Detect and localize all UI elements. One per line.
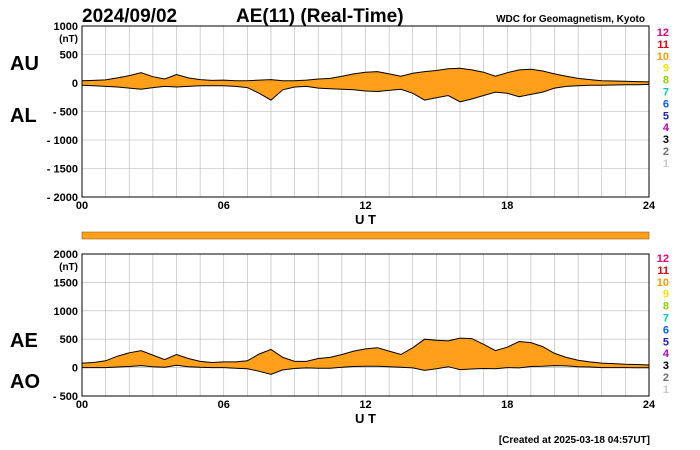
ae-ao-y-tick-label: 500: [60, 334, 78, 346]
ae-ao-x-tick-label: 00: [76, 399, 88, 411]
data-coverage-bar: [81, 231, 650, 240]
ae-ao-y-tick-label: 1500: [54, 277, 78, 289]
au-al-station-count-1: 1: [663, 158, 669, 170]
ae-label: AE: [10, 330, 38, 352]
au-al-y-tick-label: - 500: [53, 107, 78, 119]
au-al-station-count-6: 6: [663, 98, 669, 110]
au-al-y-tick-label: 500: [60, 50, 78, 62]
au-al-x-tick-label: 00: [76, 200, 88, 212]
au-al-x-tick-label: 12: [359, 200, 371, 212]
ae-ao-station-count-9: 9: [663, 289, 669, 301]
created-timestamp: [Created at 2025-03-18 04:57UT]: [499, 435, 650, 446]
chart-title: AE(11) (Real-Time): [236, 6, 404, 27]
au-label: AU: [10, 53, 39, 75]
au-al-y-tick-label: - 1000: [47, 135, 78, 147]
al-label: AL: [10, 105, 37, 127]
au-al-station-count-5: 5: [663, 110, 669, 122]
au-line: [81, 67, 650, 83]
ae-ao-y-ticks: 2000 1500 1000 500 0 - 500: [53, 249, 78, 403]
ae-ao-station-count-11: 11: [657, 265, 669, 277]
au-al-station-count-4: 4: [663, 122, 670, 134]
au-al-y-tick-label: - 1500: [47, 164, 78, 176]
ae-ao-station-count-4: 4: [663, 348, 670, 360]
au-al-x-axis-label: U T: [355, 212, 376, 227]
au-al-station-count-11: 11: [657, 39, 669, 51]
au-al-station-count-12: 12: [657, 27, 669, 39]
au-al-y-tick-label: - 2000: [47, 192, 78, 204]
au-al-x-tick-label: 24: [643, 200, 656, 212]
ae-ao-y-tick-label: 1000: [54, 306, 78, 318]
ae-ao-y-tick-label: 0: [72, 363, 78, 375]
date-title: 2024/09/02: [82, 6, 177, 27]
ae-ao-frame: [81, 253, 650, 397]
source-label: WDC for Geomagnetism, Kyoto: [496, 14, 645, 25]
au-al-station-count-10: 10: [657, 51, 669, 63]
au-al-station-count-3: 3: [663, 134, 669, 146]
ae-ao-station-count-2: 2: [663, 372, 669, 384]
au-al-y-ticks: 1000 500 0 - 500 - 1000 - 1500 - 2000: [47, 21, 78, 204]
ae-ao-x-tick-label: 18: [501, 399, 513, 411]
au-al-station-count-8: 8: [663, 75, 669, 87]
ae-ao-station-count-8: 8: [663, 301, 669, 313]
ae-ao-station-count-3: 3: [663, 360, 669, 372]
au-al-station-count-7: 7: [663, 87, 669, 99]
au-al-y-tick-label: 1000: [54, 21, 78, 33]
ae-ao-plot: [81, 337, 650, 375]
au-al-grid: [82, 25, 649, 198]
ae-ao-x-tick-label: 24: [643, 399, 656, 411]
ae-ao-station-count-1: 1: [663, 384, 669, 396]
au-al-station-count-9: 9: [663, 63, 669, 75]
ae-ao-station-count-7: 7: [663, 313, 669, 325]
ae-ao-y-tick-label: - 500: [53, 391, 78, 403]
ae-ao-x-tick-label: 12: [359, 399, 371, 411]
au-al-y-unit: (nT): [59, 34, 78, 45]
ae-ao-y-unit: (nT): [59, 262, 78, 273]
ae-ao-y-tick-label: 2000: [54, 249, 78, 261]
ao-line: [82, 364, 649, 375]
au-al-frame: [81, 25, 650, 198]
ae-ao-station-count-12: 12: [657, 253, 669, 265]
au-al-station-count-2: 2: [663, 146, 669, 158]
au-al-x-tick-label: 18: [501, 200, 513, 212]
au-al-area-fill: [82, 68, 649, 102]
au-al-plot: [81, 67, 650, 103]
al-line: [81, 83, 650, 103]
ae-ao-x-axis-label: U T: [355, 411, 376, 426]
au-al-y-tick-label: 0: [72, 78, 78, 90]
au-al-x-tick-label: 06: [218, 200, 230, 212]
ae-ao-x-tick-label: 06: [218, 399, 230, 411]
ae-line: [81, 337, 650, 366]
ae-ao-area-fill: [82, 338, 649, 375]
au-al-x-ticks: 00 06 12 18 24: [76, 200, 656, 212]
ae-ao-station-count-10: 10: [657, 277, 669, 289]
ae-ao-x-ticks: 00 06 12 18 24: [76, 399, 656, 411]
ae-ao-station-count-5: 5: [663, 336, 669, 348]
ao-label: AO: [10, 371, 40, 393]
ae-ao-station-count-6: 6: [663, 324, 669, 336]
